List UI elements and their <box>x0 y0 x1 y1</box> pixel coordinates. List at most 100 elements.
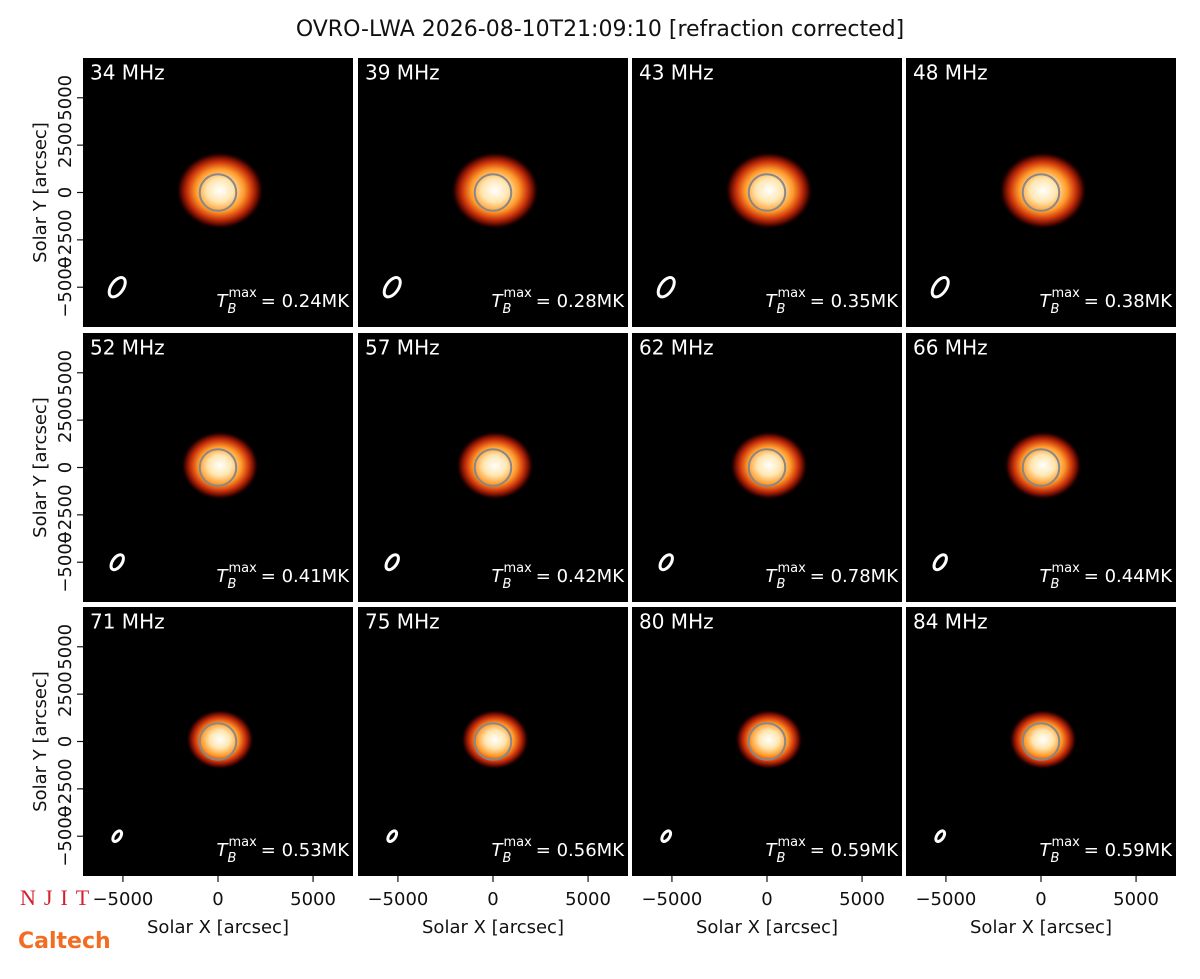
beam <box>660 829 673 843</box>
emission <box>725 151 813 230</box>
tmax-label: TBmax = 0.53MK <box>217 835 351 866</box>
tmax-value: = 0.28MK <box>536 291 625 312</box>
beam <box>111 829 124 843</box>
image <box>358 333 628 602</box>
tmax-label: TBmax = 0.59MK <box>1040 835 1174 866</box>
solar-disk <box>473 448 513 487</box>
image <box>906 333 1176 602</box>
x-tick-label: −5000 <box>915 889 976 910</box>
image <box>906 58 1176 327</box>
beam <box>934 829 947 843</box>
y-tick-label: 0 <box>55 736 76 747</box>
emission <box>1004 431 1082 500</box>
emission <box>999 151 1087 230</box>
panel-label: 62 MHz <box>639 336 714 360</box>
tmax-sub: B <box>228 851 237 866</box>
tmax-symbol: T <box>217 840 230 861</box>
tmax-value: = 0.78MK <box>810 566 899 587</box>
tmax-sub: B <box>1051 302 1060 317</box>
beam <box>386 829 399 843</box>
x-tick-label: −5000 <box>92 889 153 910</box>
tmax-sup: max <box>777 561 806 576</box>
solar-disk <box>198 722 238 761</box>
tmax-symbol: T <box>492 291 505 312</box>
tmax-sub: B <box>1051 851 1060 866</box>
x-tick-label: 0 <box>761 889 772 910</box>
beam <box>382 276 402 299</box>
tmax-label: TBmax = 0.42MK <box>492 561 626 592</box>
logo-caltech: Caltech <box>18 929 111 954</box>
tmax-value: = 0.56MK <box>536 840 625 861</box>
panel: 39 MHz TBmax = 0.28MK <box>358 58 628 327</box>
tmax-symbol: T <box>492 840 505 861</box>
tmax-symbol: T <box>217 566 230 587</box>
tmax-sub: B <box>777 851 786 866</box>
beam <box>932 553 948 572</box>
panel: 66 MHz TBmax = 0.44MK <box>906 333 1176 602</box>
tmax-sub: B <box>503 577 512 592</box>
panel: 57 MHz TBmax = 0.42MK <box>358 333 628 602</box>
beam <box>658 553 674 572</box>
x-tick-label: 5000 <box>1113 889 1159 910</box>
solar-disk <box>198 173 238 212</box>
tmax-label: TBmax = 0.78MK <box>766 561 900 592</box>
y-tick-label: −5000 <box>55 806 76 867</box>
panel-label: 52 MHz <box>90 336 165 360</box>
tmax-label: TBmax = 0.24MK <box>217 286 351 317</box>
y-tick-label: −2500 <box>55 209 76 270</box>
beam <box>109 553 125 572</box>
y-tick-label: 2500 <box>55 122 76 168</box>
x-tick-label: −5000 <box>641 889 702 910</box>
beam <box>384 553 400 572</box>
image <box>906 607 1176 876</box>
x-tick-label: 5000 <box>565 889 611 910</box>
x-tick-label: 0 <box>487 889 498 910</box>
x-tick-label: 0 <box>212 889 223 910</box>
x-axis-label: Solar X [arcsec] <box>147 917 289 938</box>
beam <box>656 276 676 299</box>
y-tick-label: −2500 <box>55 484 76 545</box>
y-tick-label: −5000 <box>55 257 76 318</box>
x-axis-label: Solar X [arcsec] <box>970 917 1112 938</box>
panel-label: 71 MHz <box>90 610 165 634</box>
panel-label: 39 MHz <box>365 61 440 85</box>
x-axis-label: Solar X [arcsec] <box>422 917 564 938</box>
y-axis-label: Solar Y [arcsec] <box>30 397 51 538</box>
y-tick-label: 5000 <box>55 75 76 121</box>
x-tick-label: 5000 <box>290 889 336 910</box>
solar-disk <box>1021 722 1061 761</box>
panel-label: 80 MHz <box>639 610 714 634</box>
tmax-sub: B <box>228 302 237 317</box>
solar-disk <box>747 173 787 212</box>
solar-disk <box>747 722 787 761</box>
emission <box>730 431 808 500</box>
image <box>83 58 353 327</box>
emission <box>456 431 534 500</box>
tmax-value: = 0.44MK <box>1084 566 1173 587</box>
solar-disk <box>1021 173 1061 212</box>
panel-label: 57 MHz <box>365 336 440 360</box>
solar-disk <box>473 722 513 761</box>
panel-label: 43 MHz <box>639 61 714 85</box>
tmax-sup: max <box>503 835 532 850</box>
emission <box>1009 709 1077 770</box>
y-axis-label: Solar Y [arcsec] <box>30 122 51 263</box>
tmax-sup: max <box>228 561 257 576</box>
emission <box>176 151 264 230</box>
y-tick-label: 0 <box>55 187 76 198</box>
y-axis-label: Solar Y [arcsec] <box>30 671 51 812</box>
tmax-label: TBmax = 0.41MK <box>217 561 351 592</box>
image <box>83 607 353 876</box>
tmax-value: = 0.53MK <box>261 840 350 861</box>
title: OVRO-LWA 2026-08-10T21:09:10 [refraction… <box>296 17 904 42</box>
image <box>632 58 902 327</box>
emission <box>181 431 259 500</box>
tmax-label: TBmax = 0.44MK <box>1040 561 1174 592</box>
tmax-value: = 0.24MK <box>261 291 350 312</box>
tmax-label: TBmax = 0.56MK <box>492 835 626 866</box>
tmax-symbol: T <box>1040 840 1053 861</box>
panel-label: 66 MHz <box>913 336 988 360</box>
